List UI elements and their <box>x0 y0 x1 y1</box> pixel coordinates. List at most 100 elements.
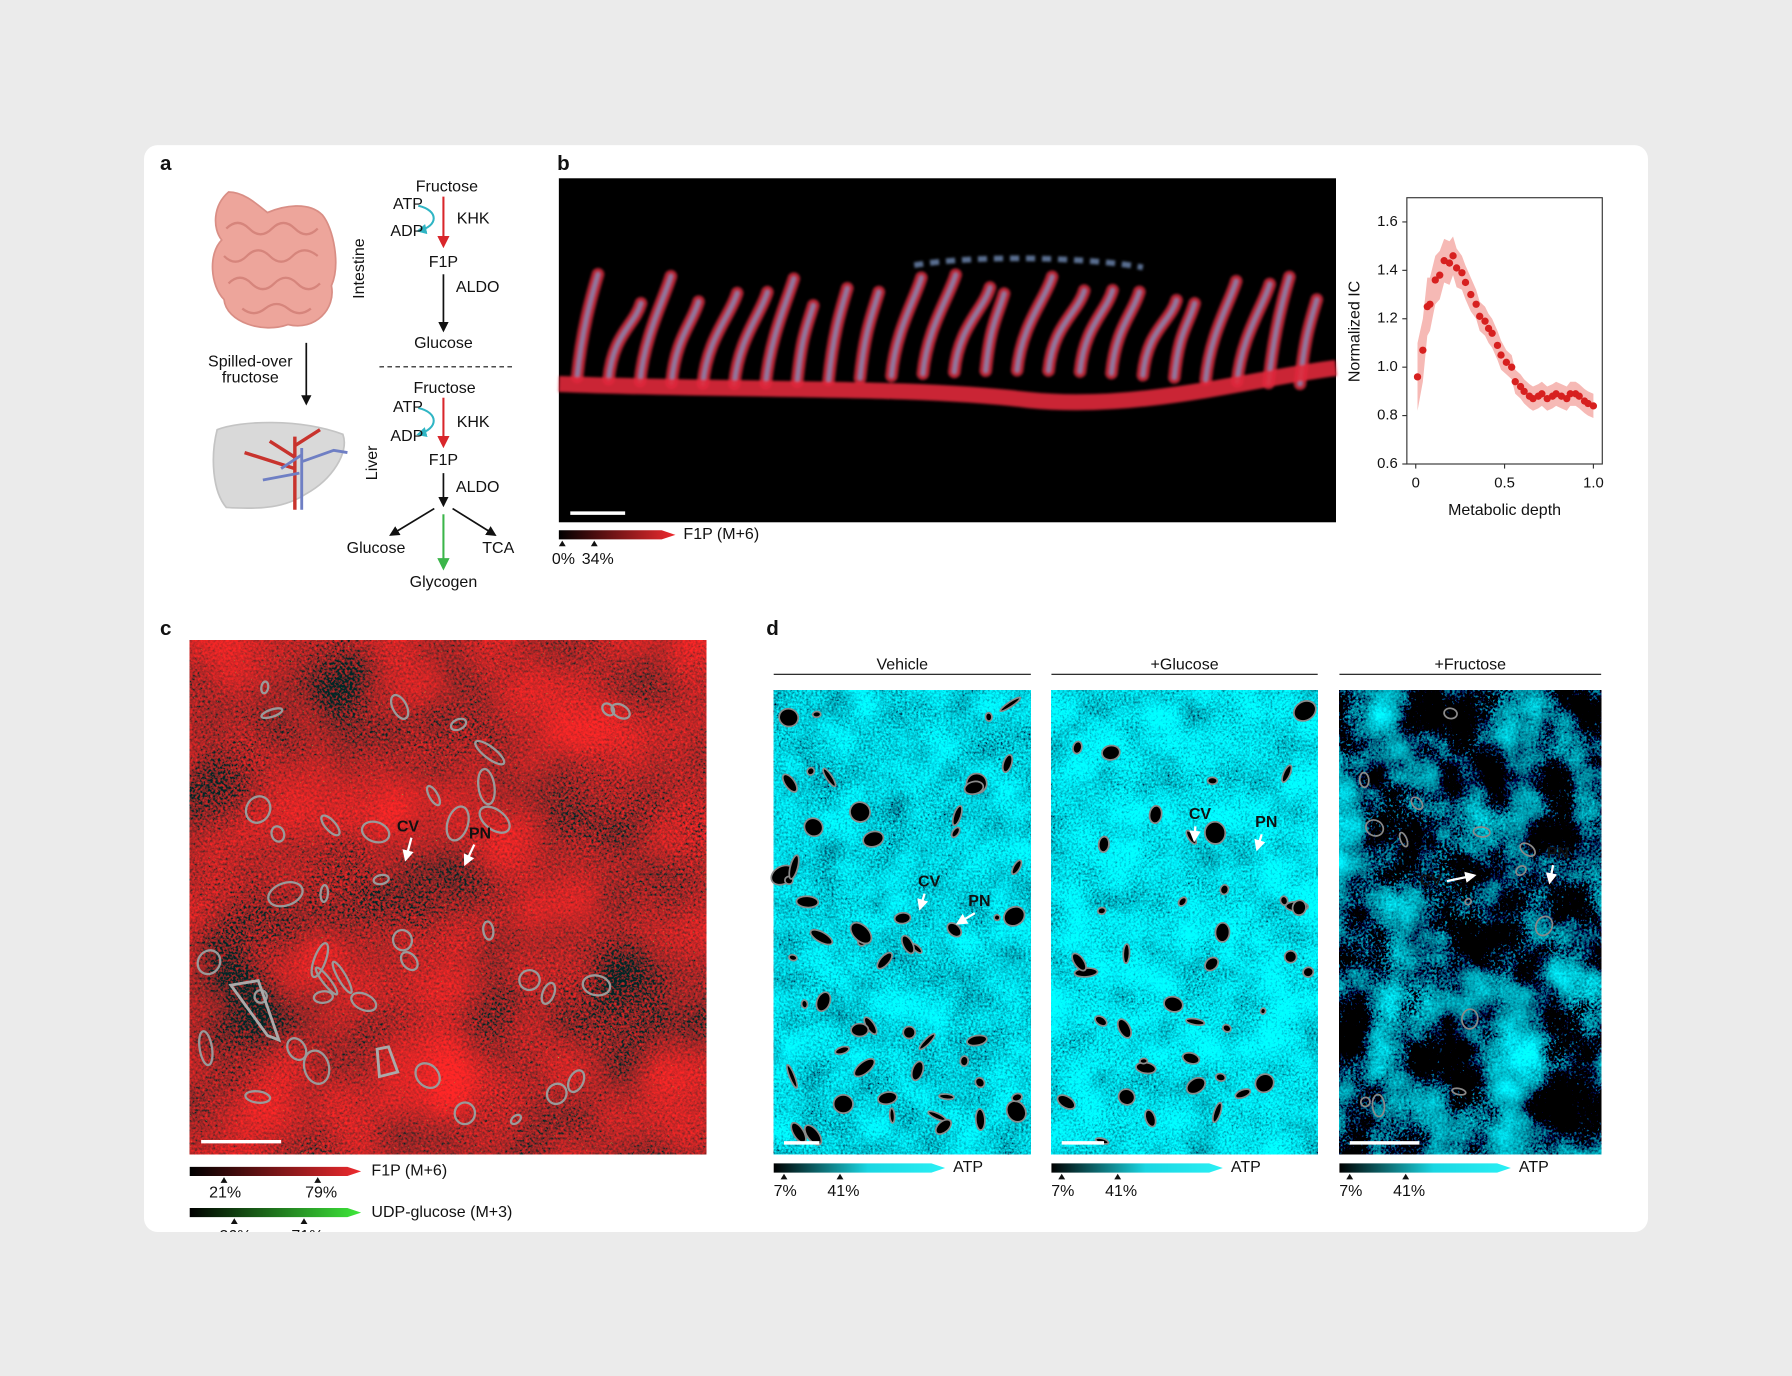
vessel-hole <box>1097 835 1110 853</box>
vessel-hole <box>778 707 800 728</box>
vessel-outline <box>267 881 304 908</box>
label: Fructose <box>416 179 478 196</box>
condition-title: Vehicle <box>876 656 928 673</box>
vessel-hole <box>1204 820 1227 845</box>
data-point <box>1589 402 1598 410</box>
vessel-outline <box>320 814 341 837</box>
vessel-hole <box>1011 1092 1023 1103</box>
annotation: CV <box>918 874 941 891</box>
vessel-outline <box>314 966 339 996</box>
data-point <box>1431 276 1439 284</box>
vessel-hole <box>1001 753 1014 773</box>
vessel-hole <box>1293 700 1317 722</box>
vessel-hole <box>1206 776 1219 786</box>
colorbar <box>189 1208 362 1218</box>
villus-core <box>1203 278 1239 382</box>
villus-core <box>1266 274 1292 386</box>
condition-title: +Fructose <box>1434 656 1506 673</box>
vessel-outline <box>310 942 330 979</box>
data-point <box>1413 373 1422 381</box>
colorbar-tick-label: 7% <box>1339 1183 1362 1200</box>
label: KHK <box>457 414 490 431</box>
colorbar-tick-label: 71% <box>291 1228 323 1245</box>
vessel-outline <box>198 1030 214 1067</box>
vessel-hole <box>1279 895 1289 906</box>
vessel-hole <box>1011 859 1023 876</box>
vessel-hole <box>950 826 961 839</box>
colorbar-tick-label: 41% <box>827 1183 859 1200</box>
vessel-hole <box>946 922 963 938</box>
data-point <box>1452 264 1461 272</box>
arrow <box>402 837 414 862</box>
vessel-hole <box>834 1045 850 1056</box>
colorbar-marker <box>300 1218 308 1224</box>
vessel-outline <box>425 784 442 807</box>
vessel-outline <box>581 974 612 997</box>
annotation: PN <box>968 893 990 910</box>
villus-core <box>574 272 601 380</box>
vessel-outline <box>196 949 222 976</box>
vessel-hole <box>1254 1073 1275 1094</box>
vessel-hole <box>803 817 824 838</box>
villus-core <box>1046 288 1087 373</box>
data-point <box>1449 252 1457 260</box>
vessel-hole <box>853 1057 876 1078</box>
vessel-hole <box>876 951 893 970</box>
annotation: PN <box>1547 845 1569 862</box>
vessel-hole <box>1464 897 1472 906</box>
data-point <box>1458 269 1466 277</box>
label: fructose <box>222 370 279 387</box>
data-point <box>1436 271 1444 279</box>
vessel-hole <box>1410 796 1424 811</box>
vessel-hole <box>822 767 837 788</box>
vessel-outline <box>244 795 272 824</box>
vessel-outline <box>391 928 414 952</box>
vessel-outline <box>545 1082 568 1106</box>
arrow <box>463 844 476 867</box>
annotation: PN <box>1255 814 1277 831</box>
villus-core <box>637 273 674 384</box>
vessel-hole <box>1163 995 1184 1013</box>
colorbar-tick-label: 26% <box>219 1228 251 1245</box>
data-point <box>1538 390 1546 398</box>
liver-illustration <box>212 421 348 510</box>
data-point <box>1467 290 1475 299</box>
vessel-hole <box>1056 1094 1076 1110</box>
vessel-outline <box>244 1090 272 1104</box>
vessel-outline <box>350 991 378 1013</box>
vessel-hole <box>811 710 822 719</box>
label: KHK <box>457 211 490 228</box>
villus-core <box>763 276 797 386</box>
vessel-hole <box>1515 865 1527 877</box>
vessel-outline <box>474 739 506 766</box>
villus-core <box>731 289 770 387</box>
arrow <box>917 893 929 911</box>
vessel-outline <box>312 990 334 1005</box>
vessel-outline <box>509 1113 523 1126</box>
vessel-outline <box>389 693 410 720</box>
vessel-outline <box>319 884 330 904</box>
vessel-hole <box>849 801 871 823</box>
villi-base <box>558 360 1337 411</box>
label: ADP <box>390 223 423 240</box>
vessel-hole <box>800 999 809 1009</box>
vessel-hole <box>1003 905 1026 927</box>
villus-core <box>700 290 740 387</box>
arrow <box>955 912 976 925</box>
vessel-hole <box>815 991 832 1013</box>
vessel-hole <box>1283 949 1298 964</box>
label: Glycogen <box>410 574 478 591</box>
colorbar-label: UDP-glucose (M+3) <box>371 1204 512 1221</box>
vessel-outline <box>414 1062 441 1090</box>
vessel-hole <box>910 1060 925 1082</box>
atp-image <box>1339 690 1602 1155</box>
vessel-hole <box>1359 1096 1371 1108</box>
colorbar <box>189 1166 362 1176</box>
vessel-outline <box>482 920 495 941</box>
panel-label: c <box>160 617 171 640</box>
vessel-hole <box>1211 1101 1223 1124</box>
vessel-hole <box>993 913 1001 922</box>
vessel-hole <box>1185 1076 1207 1095</box>
colorbar-marker <box>590 540 598 547</box>
